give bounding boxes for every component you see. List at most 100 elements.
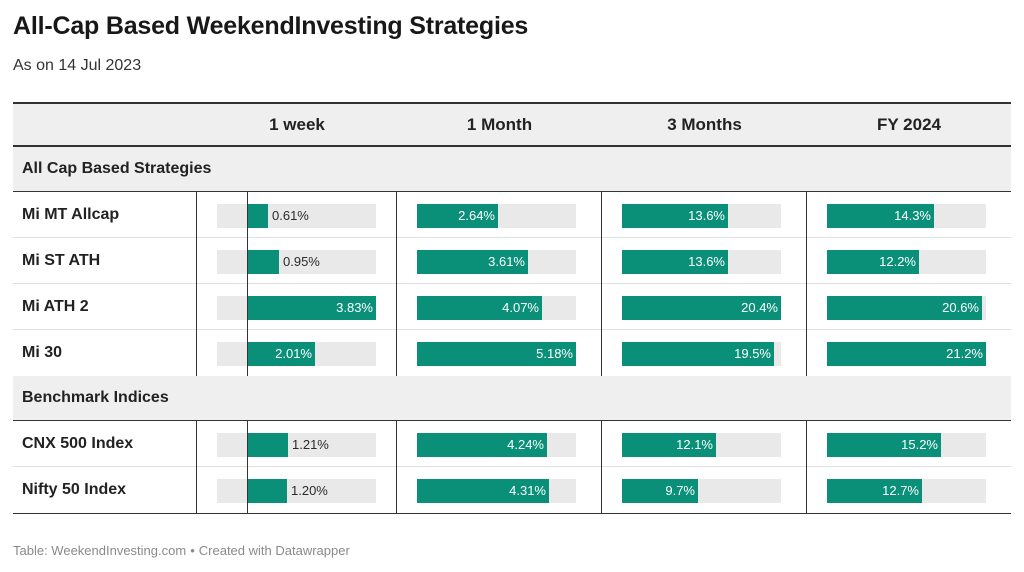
bar-track: 12.7% <box>827 479 986 503</box>
value-label: 14.3% <box>894 208 931 223</box>
bar-track: 15.2% <box>827 433 986 457</box>
bar-track: 14.3% <box>827 204 986 228</box>
group-label: All Cap Based Strategies <box>22 160 212 177</box>
bar-track: 9.7% <box>622 479 781 503</box>
bar <box>827 342 986 366</box>
column-divider <box>196 421 197 513</box>
bar-track: 20.4% <box>622 296 781 320</box>
bar <box>827 296 982 320</box>
page-title: All-Cap Based WeekendInvesting Strategie… <box>13 12 529 40</box>
bar <box>247 479 287 503</box>
bar-track: 1.20% <box>217 479 376 503</box>
row-label: Mi ST ATH <box>22 252 101 269</box>
value-label: 0.95% <box>283 254 320 269</box>
table-row: Nifty 50 Index 1.20% 4.31% 9.7% 12.7% <box>13 467 1011 513</box>
value-label: 5.18% <box>536 346 573 361</box>
value-label: 13.6% <box>688 254 725 269</box>
table-row: Mi ST ATH 0.95% 3.61% 13.6% 12.2% <box>13 238 1011 284</box>
bar-track: 5.18% <box>417 342 576 366</box>
table-row: Mi ATH 2 3.83% 4.07% 20.4% 20.6% <box>13 284 1011 330</box>
bar <box>827 433 941 457</box>
bar-track: 1.21% <box>217 433 376 457</box>
column-divider <box>601 192 602 376</box>
table-header: 1 week 1 Month 3 Months FY 2024 <box>13 102 1011 147</box>
column-divider <box>396 192 397 376</box>
bar <box>622 342 774 366</box>
value-label: 4.24% <box>507 437 544 452</box>
column-divider <box>601 421 602 513</box>
bar <box>417 296 542 320</box>
bar <box>247 296 376 320</box>
bar-track: 12.2% <box>827 250 986 274</box>
column-divider <box>396 421 397 513</box>
value-label: 2.64% <box>458 208 495 223</box>
value-label: 3.83% <box>336 300 373 315</box>
column-divider <box>806 192 807 376</box>
value-label: 13.6% <box>688 208 725 223</box>
value-label: 1.21% <box>292 437 329 452</box>
value-label: 2.01% <box>275 346 312 361</box>
value-label: 12.1% <box>676 437 713 452</box>
value-label: 12.2% <box>879 254 916 269</box>
bar <box>247 342 315 366</box>
page-subtitle: As on 14 Jul 2023 <box>13 57 142 74</box>
bar-track: 4.07% <box>417 296 576 320</box>
bar <box>622 250 728 274</box>
value-label: 20.4% <box>741 300 778 315</box>
footer-credit: Created with Datawrapper <box>198 543 350 558</box>
value-label: 3.61% <box>488 254 525 269</box>
table-row: Mi MT Allcap 0.61% 2.64% 13.6% 14.3% <box>13 192 1011 238</box>
bar <box>827 204 934 228</box>
strategy-table: 1 week 1 Month 3 Months FY 2024 All Cap Base… <box>13 102 1011 519</box>
bar-track: 3.61% <box>417 250 576 274</box>
bar-track: 4.31% <box>417 479 576 503</box>
bar <box>417 204 498 228</box>
bar-track: 13.6% <box>622 204 781 228</box>
column-header: FY 2024 <box>877 115 941 134</box>
value-label: 21.2% <box>946 346 983 361</box>
value-label: 4.07% <box>502 300 539 315</box>
group-label: Benchmark Indices <box>22 389 169 406</box>
row-label: Nifty 50 Index <box>22 481 127 498</box>
footer-source: Table: WeekendInvesting.com <box>13 543 187 558</box>
value-label: 15.2% <box>901 437 938 452</box>
column-header: 3 Months <box>667 115 742 134</box>
bar <box>417 433 547 457</box>
value-label: 4.31% <box>509 483 546 498</box>
bar-track: 13.6% <box>622 250 781 274</box>
value-label: 0.61% <box>272 208 309 223</box>
table-bottom-rule <box>13 513 1011 514</box>
value-label: 19.5% <box>734 346 771 361</box>
value-label: 12.7% <box>882 483 919 498</box>
column-header: 1 Month <box>466 115 533 134</box>
bar <box>622 296 781 320</box>
bar <box>247 204 268 228</box>
zero-baseline <box>247 192 248 376</box>
group-header: All Cap Based Strategies <box>13 147 1011 192</box>
bar <box>827 479 922 503</box>
bar-track: 4.24% <box>417 433 576 457</box>
row-label: Mi ATH 2 <box>22 298 89 315</box>
bar <box>622 479 698 503</box>
bar-track: 0.61% <box>217 204 376 228</box>
table-row: Mi 30 2.01% 5.18% 19.5% 21.2% <box>13 330 1011 376</box>
row-label: CNX 500 Index <box>22 435 134 452</box>
bar <box>417 479 549 503</box>
row-label: Mi MT Allcap <box>22 206 120 223</box>
zero-baseline <box>247 421 248 513</box>
bar <box>622 204 728 228</box>
bar-track: 0.95% <box>217 250 376 274</box>
bar-track: 12.1% <box>622 433 781 457</box>
footer: Table: WeekendInvesting.com • Created with… <box>13 543 350 558</box>
value-label: 1.20% <box>291 483 328 498</box>
footer-separator: • <box>190 543 195 558</box>
bar <box>247 250 279 274</box>
bar-track: 3.83% <box>217 296 376 320</box>
bar-track: 2.64% <box>417 204 576 228</box>
bar <box>417 250 528 274</box>
bar <box>622 433 716 457</box>
group-header: Benchmark Indices <box>13 376 1011 421</box>
table-row: CNX 500 Index 1.21% 4.24% 12.1% 15.2% <box>13 421 1011 467</box>
bar-track: 2.01% <box>217 342 376 366</box>
bar-track: 19.5% <box>622 342 781 366</box>
